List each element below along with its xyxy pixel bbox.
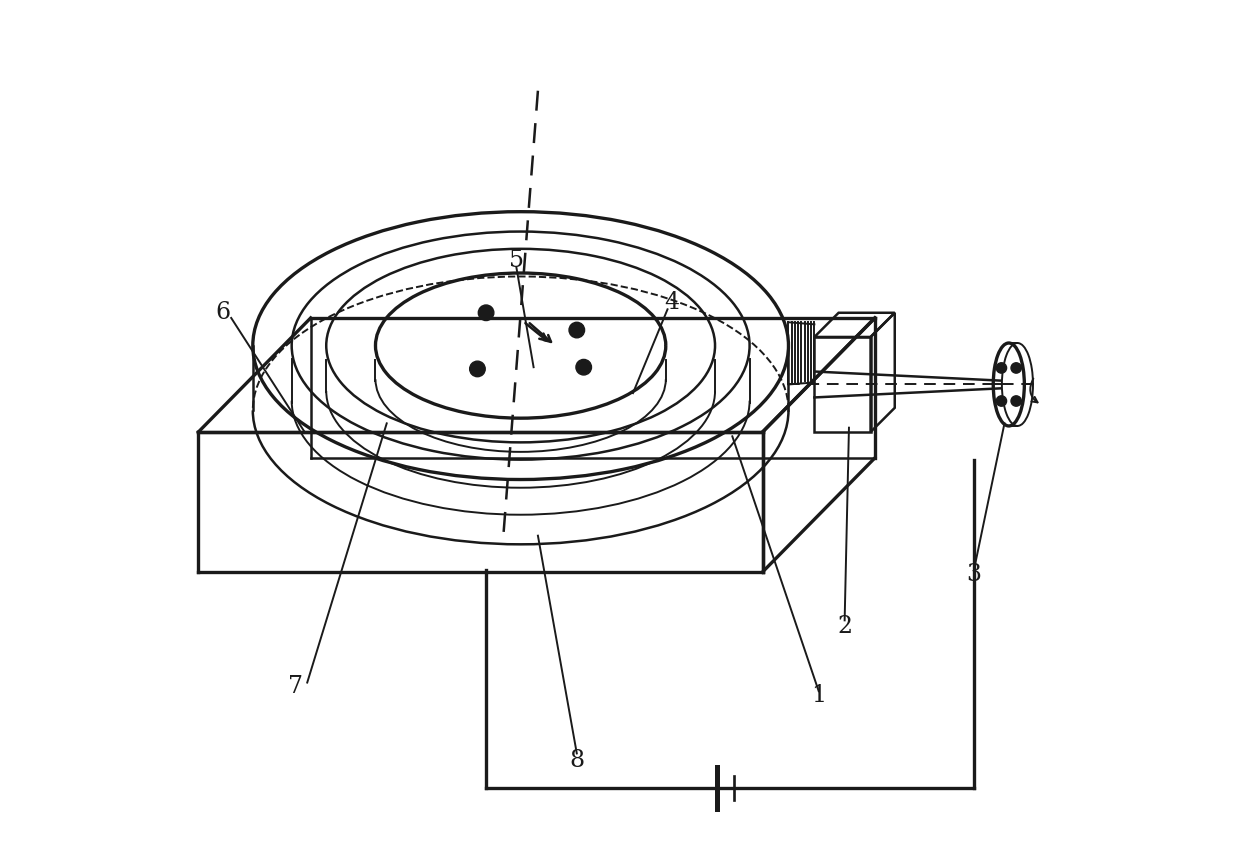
Circle shape <box>1011 396 1022 406</box>
Text: 2: 2 <box>837 615 852 638</box>
Text: 8: 8 <box>569 749 584 772</box>
Text: 6: 6 <box>215 302 231 324</box>
Circle shape <box>996 396 1007 406</box>
Circle shape <box>470 361 485 377</box>
Text: 5: 5 <box>508 250 523 272</box>
Circle shape <box>575 359 591 375</box>
Circle shape <box>569 322 584 338</box>
Circle shape <box>479 305 494 321</box>
Circle shape <box>996 363 1007 373</box>
Circle shape <box>1011 363 1022 373</box>
Text: 1: 1 <box>811 684 826 707</box>
Text: 4: 4 <box>665 291 680 314</box>
Text: 3: 3 <box>967 563 982 586</box>
Text: 7: 7 <box>289 676 304 698</box>
